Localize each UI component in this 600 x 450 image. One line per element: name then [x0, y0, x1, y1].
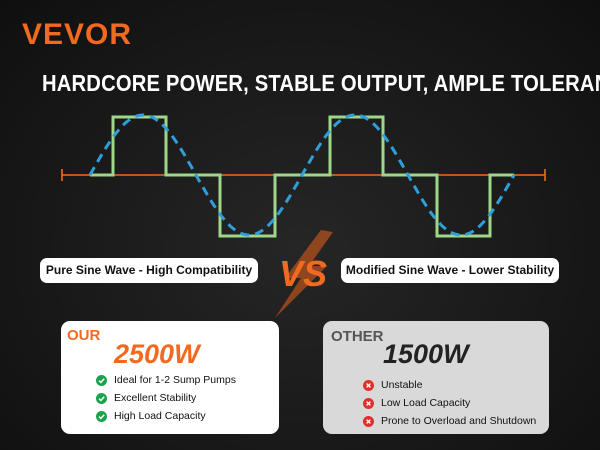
feature-item: Ideal for 1-2 Sump Pumps: [96, 371, 236, 389]
our-power-rating: 2500W: [114, 339, 200, 369]
feature-item: High Load Capacity: [96, 407, 236, 425]
other-feature-list: Unstable Low Load Capacity Prone to Over…: [363, 376, 536, 430]
modified-sine-label: Modified Sine Wave - Lower Stability: [341, 258, 559, 283]
waveform-comparison: [61, 113, 546, 238]
pure-sine-wave: [88, 113, 516, 237]
cross-icon: [363, 415, 374, 427]
check-icon: [96, 392, 107, 404]
headline: HARDCORE POWER, STABLE OUTPUT, AMPLE TOL…: [42, 70, 600, 96]
feature-item: Excellent Stability: [96, 389, 236, 407]
vs-logo: VS: [275, 230, 333, 318]
brand-logo: VEVOR: [22, 18, 133, 51]
check-icon: [96, 410, 107, 422]
cross-icon: [363, 397, 374, 409]
our-product-card: OUR 2500W Ideal for 1-2 Sump Pumps Excel…: [61, 321, 279, 434]
pure-sine-label: Pure Sine Wave - High Compatibility: [40, 258, 258, 283]
our-tag: OUR: [67, 327, 101, 344]
feature-item: Unstable: [363, 376, 536, 394]
other-power-rating: 1500W: [383, 339, 469, 369]
our-feature-list: Ideal for 1-2 Sump Pumps Excellent Stabi…: [96, 371, 236, 425]
other-product-card: OTHER 1500W Unstable Low Load Capacity P…: [323, 321, 549, 434]
other-tag: OTHER: [331, 328, 384, 345]
svg-text:VS: VS: [279, 253, 327, 294]
check-icon: [96, 374, 107, 386]
feature-item: Low Load Capacity: [363, 394, 536, 412]
cross-icon: [363, 379, 374, 391]
feature-item: Prone to Overload and Shutdown: [363, 412, 536, 430]
